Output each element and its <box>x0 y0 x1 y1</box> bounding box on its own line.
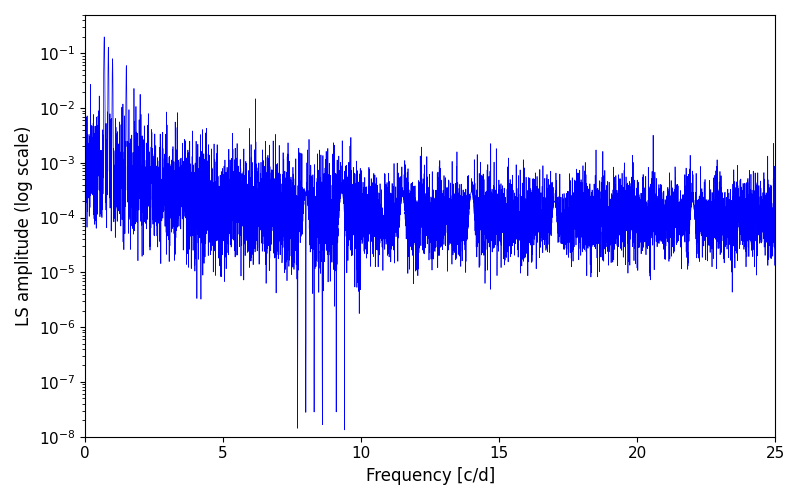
X-axis label: Frequency [c/d]: Frequency [c/d] <box>366 467 494 485</box>
Y-axis label: LS amplitude (log scale): LS amplitude (log scale) <box>15 126 33 326</box>
